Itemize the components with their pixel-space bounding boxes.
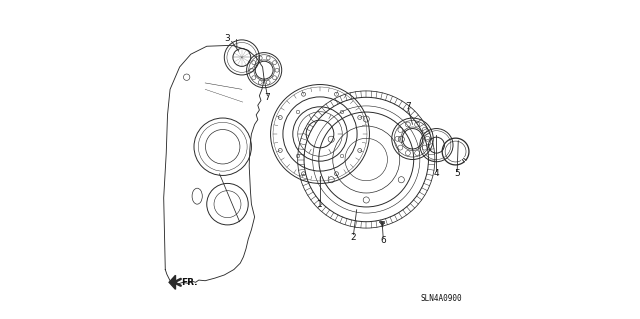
Text: 7: 7 bbox=[405, 102, 411, 111]
Text: SLN4A0900: SLN4A0900 bbox=[420, 294, 462, 303]
Text: 4: 4 bbox=[434, 169, 439, 178]
Text: 5: 5 bbox=[454, 169, 460, 178]
Text: 1: 1 bbox=[317, 200, 323, 209]
Text: 2: 2 bbox=[351, 233, 356, 242]
Polygon shape bbox=[169, 275, 175, 289]
Text: 6: 6 bbox=[380, 236, 386, 245]
Text: 3: 3 bbox=[224, 34, 230, 43]
Text: 7: 7 bbox=[264, 93, 270, 102]
Text: FR.: FR. bbox=[181, 278, 198, 287]
